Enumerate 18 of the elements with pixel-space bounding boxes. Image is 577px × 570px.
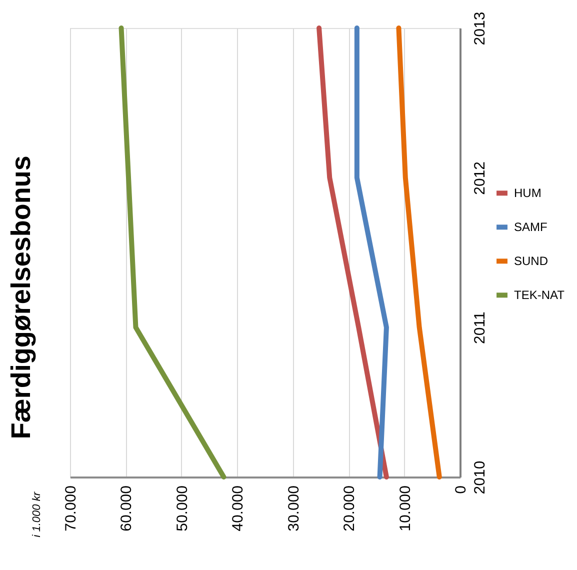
x-tick-label: 60.000	[118, 486, 136, 532]
y-tick-label: 2010	[472, 460, 488, 494]
x-tick-label: 50.000	[174, 486, 191, 532]
legend-label: SAMF	[514, 220, 548, 234]
legend-label: TEK-NAT	[514, 288, 566, 302]
text: Færdiggørelsesbonus	[6, 156, 36, 440]
x-tick-label: 40.000	[230, 486, 247, 532]
y-tick-label: 2011	[472, 312, 488, 344]
x-tick-label: 0	[452, 486, 470, 494]
x-tick-label: 70.000	[62, 486, 80, 532]
x-tick-label: 10.000	[396, 486, 414, 532]
y-axis-title: i 1.000 kr	[31, 490, 43, 538]
legend-label: HUM	[514, 186, 542, 200]
y-tick-label: 2013	[472, 12, 488, 46]
legend-label: SUND	[514, 254, 548, 268]
x-tick-label: 20.000	[341, 486, 358, 532]
y-tick-label: 2012	[472, 161, 488, 195]
x-tick-label: 30.000	[285, 486, 302, 532]
